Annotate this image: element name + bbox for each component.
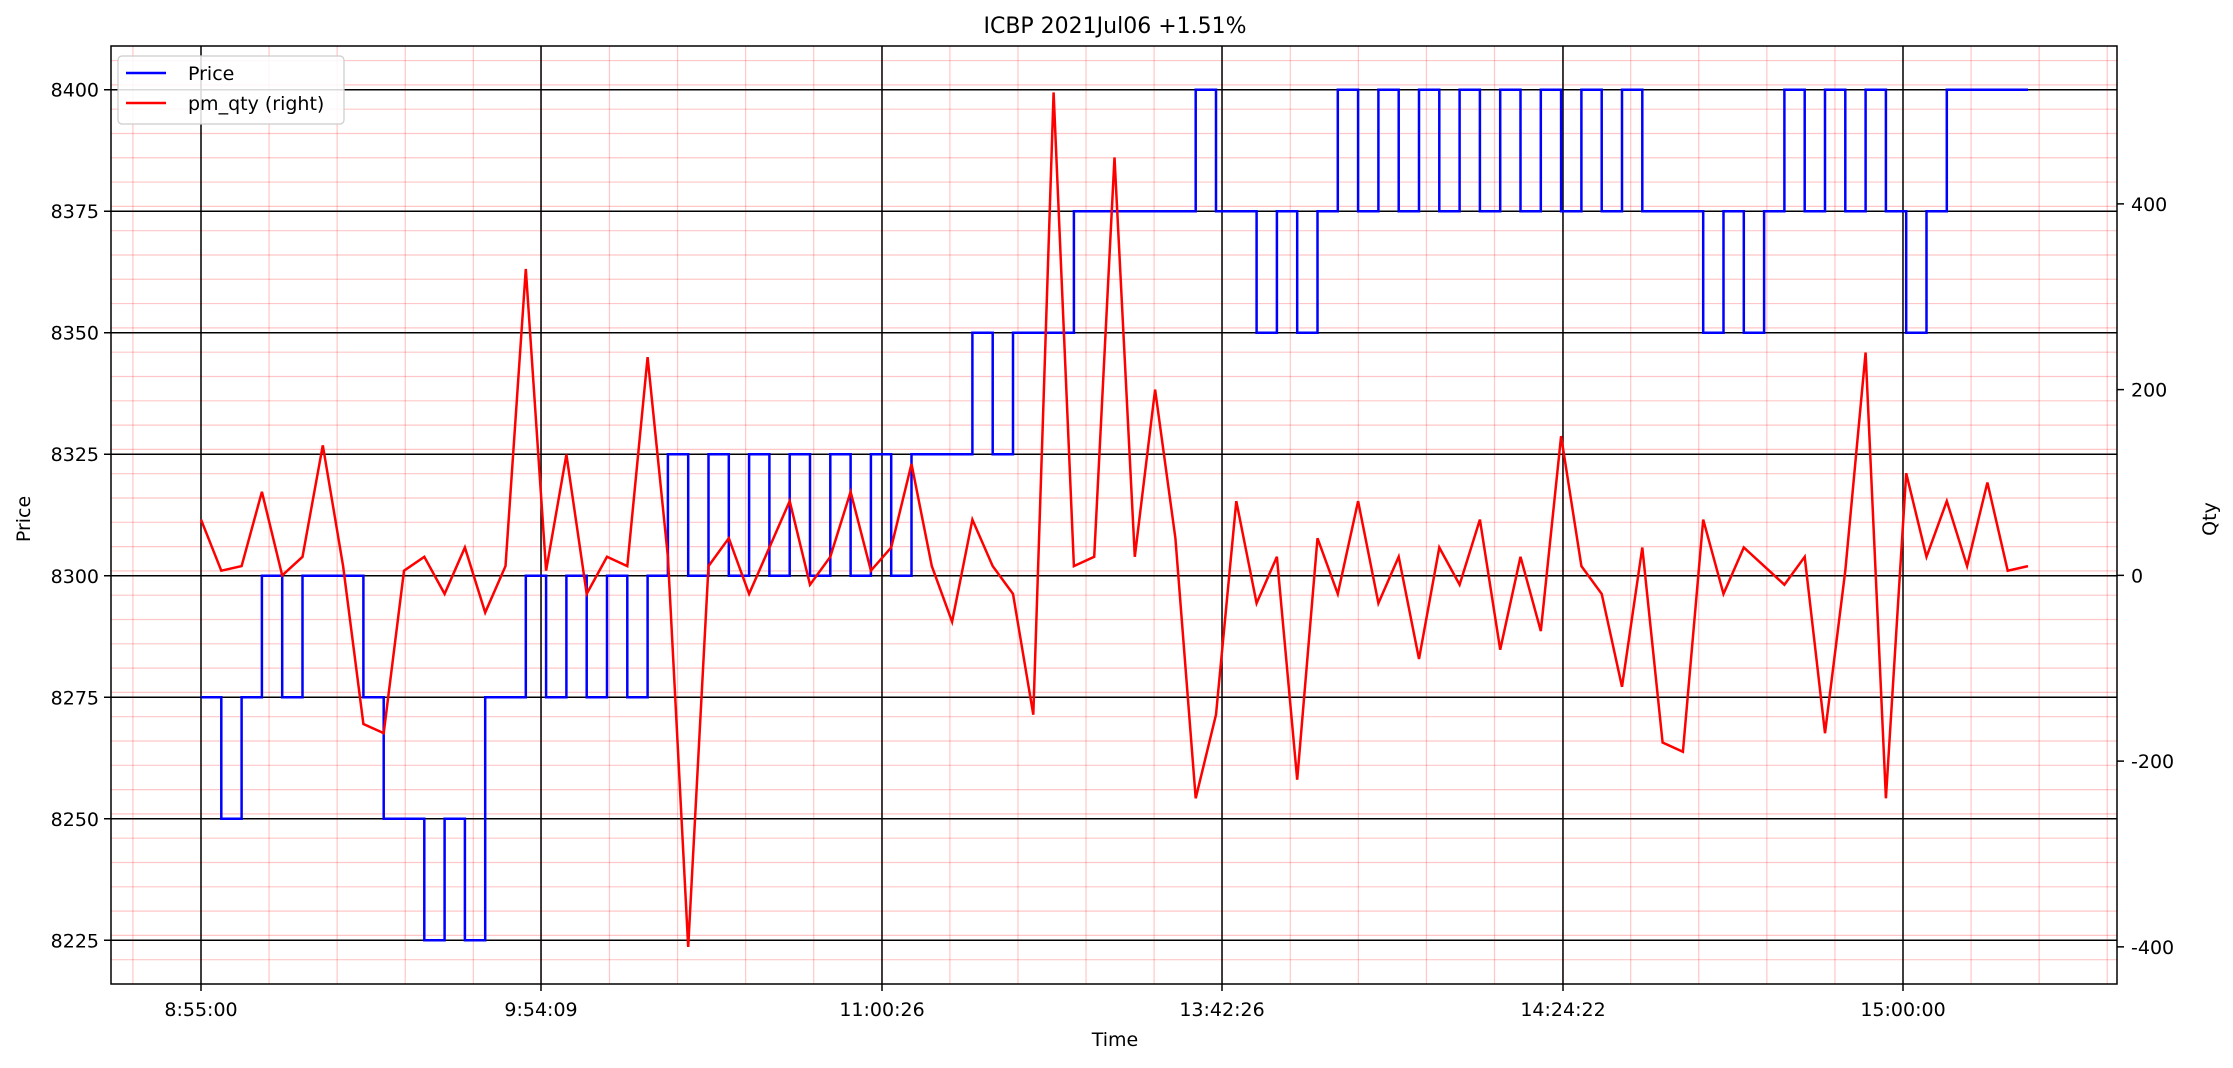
y-right-tick-label: 400 (2131, 194, 2167, 216)
chart-title: ICBP 2021Jul06 +1.51% (983, 14, 1246, 39)
legend: Price pm_qty (right) (117, 55, 345, 125)
x-tick-label: 9:54:09 (504, 999, 577, 1021)
legend-box (117, 55, 345, 125)
y-right-tick-label: -200 (2131, 751, 2174, 773)
y-axis-label-left: Price (13, 496, 35, 542)
legend-label-pm-qty: pm_qty (right) (188, 93, 324, 115)
y-right-tick-label: -400 (2131, 937, 2174, 959)
y-right-tick-label: 0 (2131, 565, 2143, 587)
x-tick-label: 13:42:26 (1179, 999, 1264, 1021)
series-pm-qty-line (199, 92, 2029, 947)
x-tick-label: 15:00:00 (1860, 999, 1945, 1021)
y-left-tick-label: 8275 (51, 687, 99, 709)
y-left-tick-label: 8225 (51, 930, 99, 952)
x-axis: 8:55:00 9:54:09 11:00:26 13:42:26 14:24:22 15… (164, 984, 1946, 1021)
y-axis-label-right: Qty (2199, 502, 2221, 536)
y-left-tick-label: 8350 (51, 323, 99, 345)
y-axis-right: -400 -200 0 200 400 (2117, 194, 2174, 959)
x-tick-label: 8:55:00 (164, 999, 237, 1021)
plot-frame (110, 45, 2118, 985)
y-right-tick-label: 200 (2131, 380, 2167, 402)
y-left-tick-label: 8375 (51, 201, 99, 223)
x-tick-label: 14:24:22 (1520, 999, 1605, 1021)
y-left-tick-label: 8300 (51, 566, 99, 588)
y-left-tick-label: 8250 (51, 809, 99, 831)
major-grid (111, 46, 2117, 984)
y-axis-left: 8225 8250 8275 8300 8325 8350 8375 8400 (51, 80, 111, 952)
y-left-tick-label: 8325 (51, 444, 99, 466)
x-axis-label: Time (1091, 1029, 1139, 1051)
x-tick-label: 11:00:26 (839, 999, 924, 1021)
legend-label-price: Price (188, 63, 234, 85)
series-layer (199, 88, 2029, 947)
y-left-tick-label: 8400 (51, 80, 99, 102)
series-price-line (201, 88, 2028, 942)
